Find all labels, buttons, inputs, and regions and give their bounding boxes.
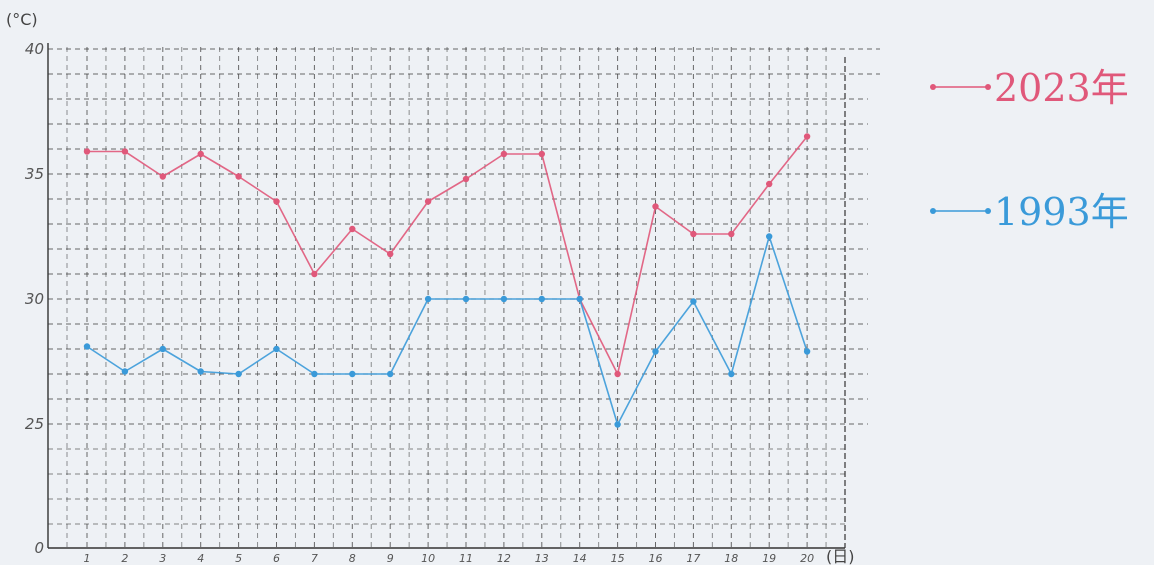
data-point [159, 345, 166, 353]
data-point [424, 295, 432, 303]
data-point [538, 150, 545, 158]
data-point [83, 343, 91, 350]
x-tick-label: 20 [800, 552, 814, 565]
data-point [462, 295, 470, 303]
x-tick-label: 4 [197, 552, 204, 565]
data-point [197, 150, 204, 158]
x-tick-label: 19 [762, 552, 776, 565]
data-point [311, 370, 318, 378]
x-tick-label: 17 [686, 552, 700, 565]
data-point [121, 148, 129, 155]
data-point [576, 295, 583, 303]
data-point [766, 180, 773, 188]
data-point [500, 295, 508, 303]
data-point [159, 173, 166, 180]
legend-swatch-dot [930, 84, 936, 90]
data-point [273, 198, 280, 205]
x-tick-label: 9 [387, 552, 394, 565]
data-point [387, 250, 394, 258]
x-tick-label: 18 [724, 552, 738, 565]
x-tick-label: 15 [611, 552, 625, 565]
y-tick-label: 25 [25, 415, 44, 433]
x-unit-label: (日) [826, 547, 855, 565]
y-tick-label: 0 [34, 539, 44, 557]
y-tick-label: 40 [25, 40, 44, 58]
data-point [424, 198, 432, 205]
data-point [462, 175, 470, 183]
data-point [387, 370, 394, 378]
x-tick-label: 8 [349, 552, 356, 565]
data-point [803, 133, 811, 140]
data-point [728, 370, 735, 378]
grid [48, 47, 880, 548]
series-line [87, 136, 808, 375]
x-tick-label: 16 [649, 552, 663, 565]
x-tick-label: 5 [235, 552, 242, 565]
legend-entry: 1993年 [930, 190, 1129, 234]
data-point [690, 298, 697, 305]
series-a [83, 133, 811, 378]
x-tick-label: 14 [573, 552, 587, 565]
legend: 2023年 1993年 [930, 66, 1129, 234]
data-point [311, 270, 318, 278]
series-line [86, 235, 808, 426]
legend-label: 2023年 [994, 66, 1129, 110]
data-point [690, 230, 697, 238]
legend-label: 1993年 [994, 190, 1129, 234]
x-tick-label: 2 [121, 552, 128, 565]
legend-swatch-dot [930, 208, 936, 214]
x-tick-label: 12 [497, 552, 511, 565]
x-tick-label: 3 [159, 552, 166, 565]
data-point [235, 173, 242, 180]
x-tick-label: 11 [459, 552, 473, 565]
data-point [121, 368, 129, 375]
data-point [652, 348, 659, 355]
data-point [803, 348, 811, 355]
data-point [614, 421, 621, 428]
y-unit-label: (°C) [6, 10, 38, 29]
x-tick-label: 6 [273, 552, 280, 565]
data-point [83, 148, 91, 155]
data-point [349, 225, 356, 233]
x-tick-label: 1 [84, 552, 91, 565]
data-point [652, 203, 659, 210]
x-tick-label: 7 [311, 552, 318, 565]
data-point [273, 345, 280, 353]
series-b [83, 233, 811, 428]
data-point [197, 368, 204, 375]
legend-entry: 2023年 [930, 66, 1129, 110]
legend-swatch-dot [985, 208, 991, 214]
data-point [614, 370, 621, 378]
legend-swatch-dot [985, 84, 991, 90]
data-point [500, 150, 508, 158]
x-tick-label: 13 [535, 552, 549, 565]
data-point [235, 370, 242, 378]
data-point [538, 295, 545, 303]
data-point [766, 233, 773, 240]
x-tick-label: 10 [421, 552, 435, 565]
series-lines [83, 133, 811, 428]
y-tick-label: 30 [25, 290, 44, 308]
data-point [349, 370, 356, 378]
y-tick-label: 35 [25, 165, 44, 183]
data-point [728, 230, 735, 238]
